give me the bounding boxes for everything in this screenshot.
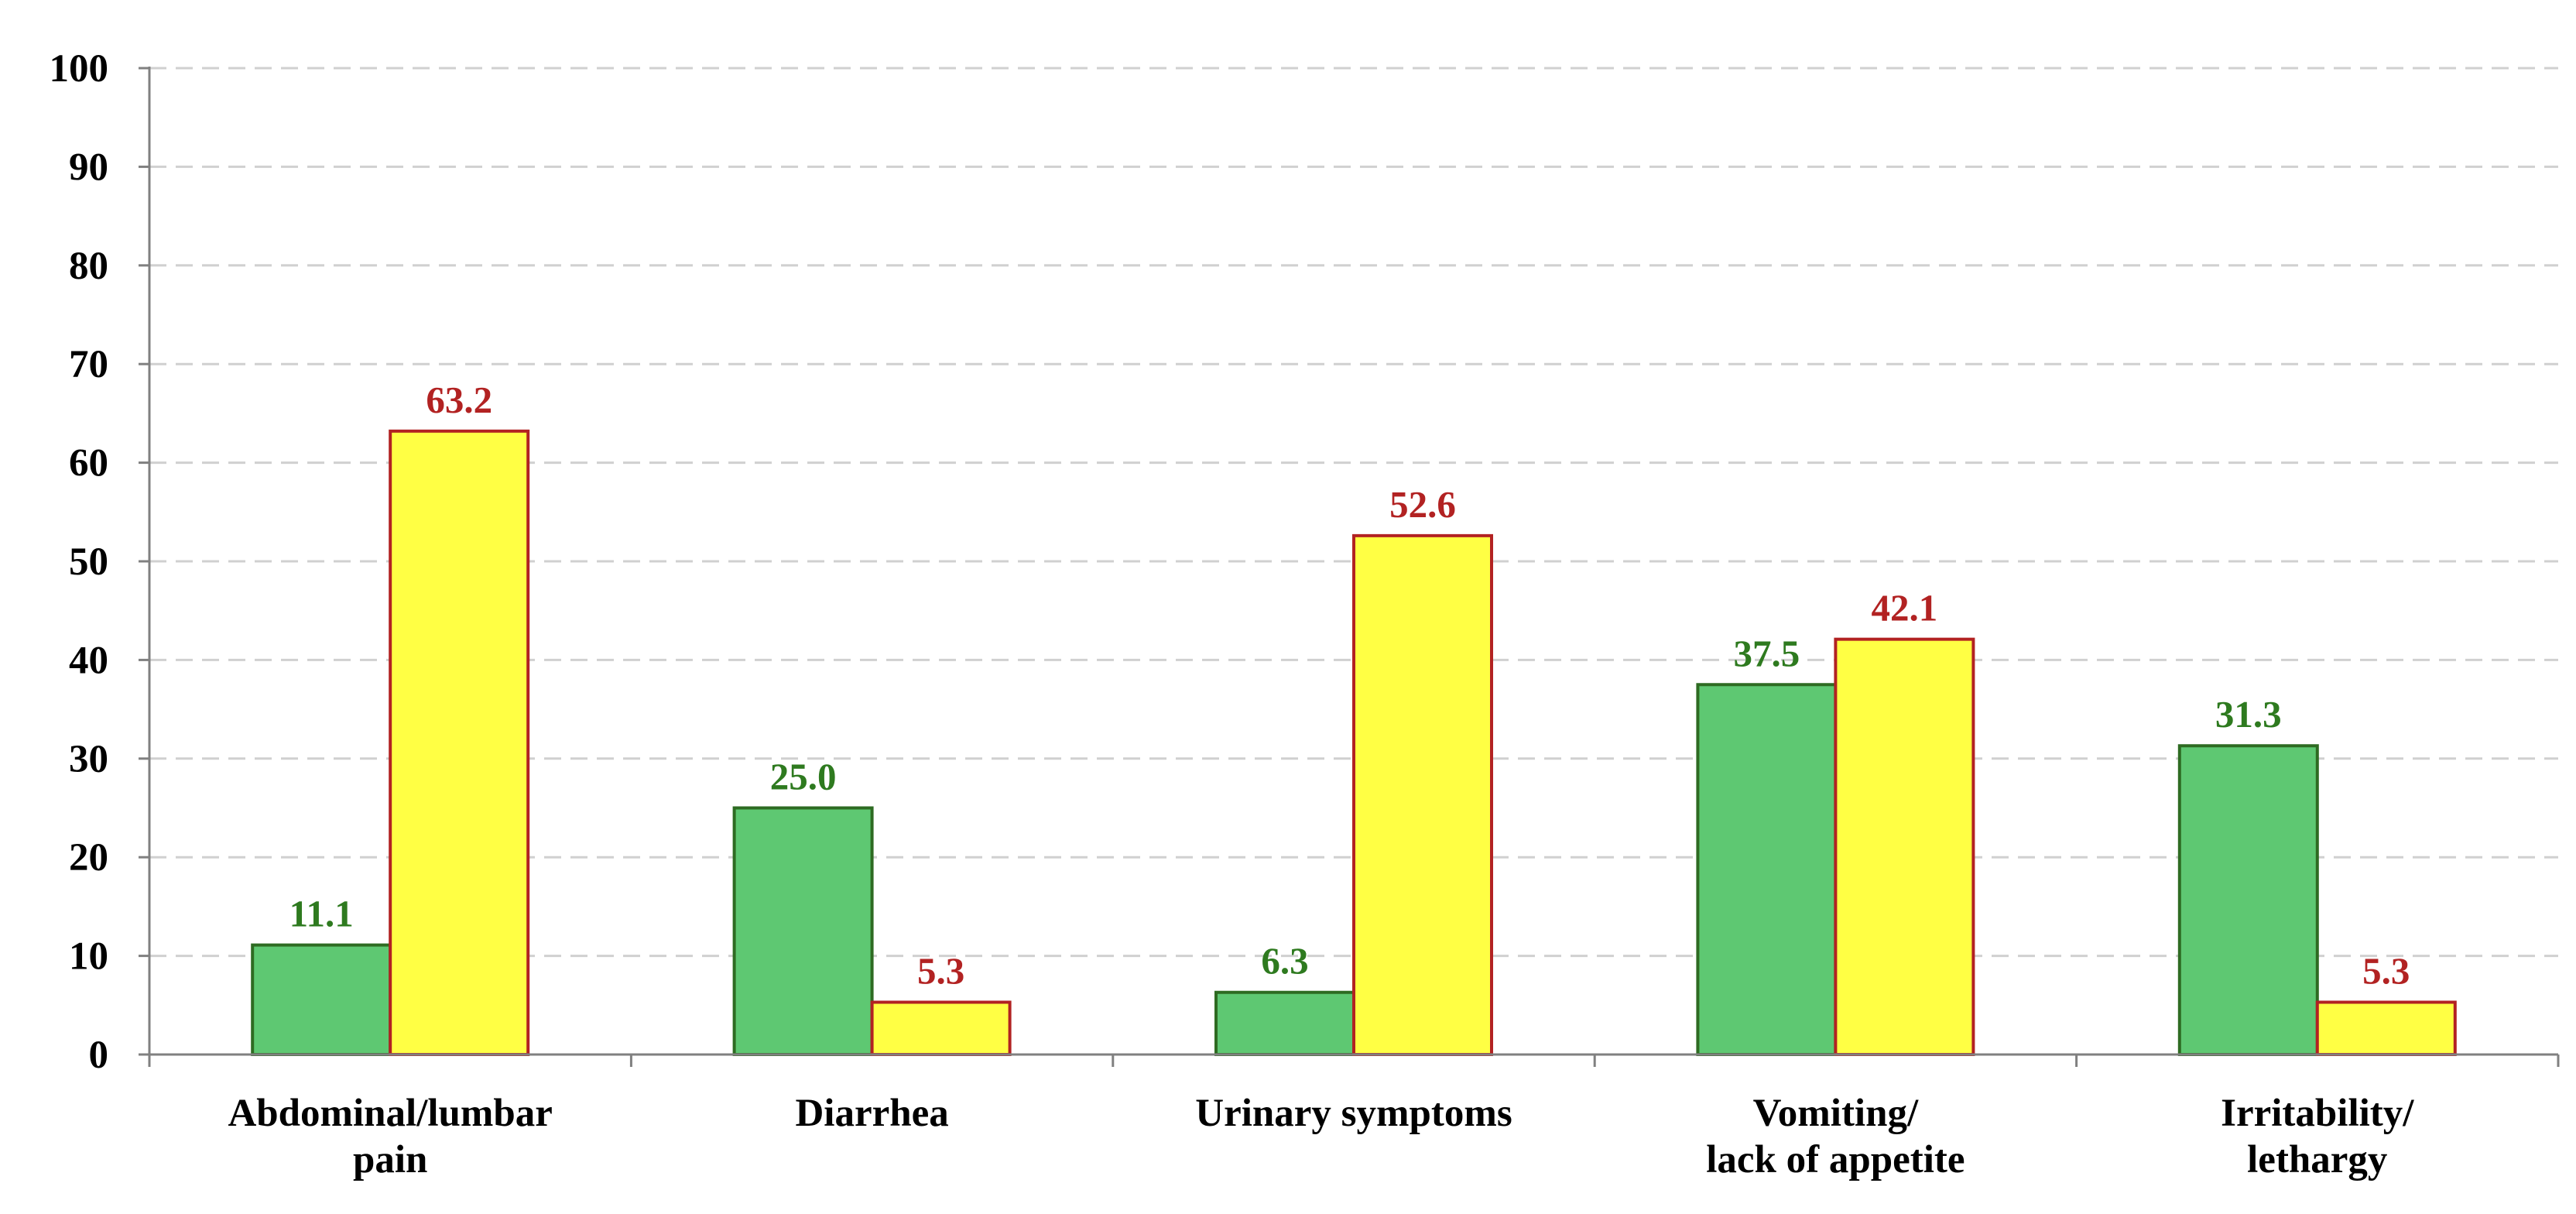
- y-tick-label: 60: [69, 442, 108, 485]
- data-label: 6.3: [1261, 940, 1308, 983]
- data-label: 11.1: [289, 893, 354, 935]
- data-label: 42.1: [1872, 587, 1938, 629]
- bar-series-1-cat-4: [1696, 683, 1838, 1056]
- bar-series-2-cat-2: [870, 1000, 1012, 1057]
- x-category-label: Urinary symptoms: [1195, 1092, 1512, 1135]
- y-tick-label: 100: [50, 47, 109, 91]
- y-tick-label: 20: [69, 836, 108, 880]
- y-tick-label: 40: [69, 639, 108, 682]
- x-category-label: Irritability/: [2221, 1092, 2414, 1135]
- labels: 0 10 20 30 40 50 60 70 80 90 100 11.1 63.2 Abdominal/…: [50, 47, 2415, 1181]
- x-category-label: lack of appetite: [1706, 1138, 1965, 1181]
- y-tick-label: 0: [89, 1034, 109, 1077]
- data-label: 5.3: [2362, 949, 2410, 992]
- x-category-label: Diarrhea: [795, 1092, 948, 1135]
- y-tick-label: 80: [69, 245, 108, 288]
- y-tick-label: 10: [69, 935, 108, 979]
- x-category-label: Abdominal/lumbar: [228, 1092, 552, 1135]
- y-tick-label: 90: [69, 146, 108, 189]
- bar-series-2-cat-5: [2315, 1000, 2457, 1057]
- y-tick-label: 30: [69, 738, 108, 781]
- data-label: 5.3: [917, 949, 964, 992]
- y-tick-label: 70: [69, 343, 108, 386]
- bar-series-2-cat-3: [1352, 533, 1493, 1056]
- bars: [251, 429, 2457, 1057]
- bar-series-1-cat-2: [732, 806, 874, 1056]
- x-category-label: lethargy: [2247, 1138, 2387, 1181]
- axes: [139, 67, 2560, 1067]
- data-label: 52.6: [1389, 483, 1456, 526]
- bar-series-2-cat-1: [389, 429, 530, 1056]
- bar-series-2-cat-4: [1834, 637, 1975, 1056]
- data-label: 37.5: [1734, 632, 1800, 674]
- data-label: 63.2: [426, 379, 492, 421]
- bar-series-1-cat-1: [251, 943, 392, 1057]
- bar-series-1-cat-3: [1214, 990, 1355, 1057]
- bar-series-1-cat-5: [2177, 744, 2319, 1056]
- x-category-label: pain: [353, 1138, 427, 1181]
- x-category-label: Vomiting/: [1753, 1092, 1919, 1135]
- y-tick-label: 50: [69, 540, 108, 584]
- grid-lines: [149, 67, 2558, 958]
- data-label: 31.3: [2215, 693, 2282, 736]
- data-label: 25.0: [770, 756, 837, 798]
